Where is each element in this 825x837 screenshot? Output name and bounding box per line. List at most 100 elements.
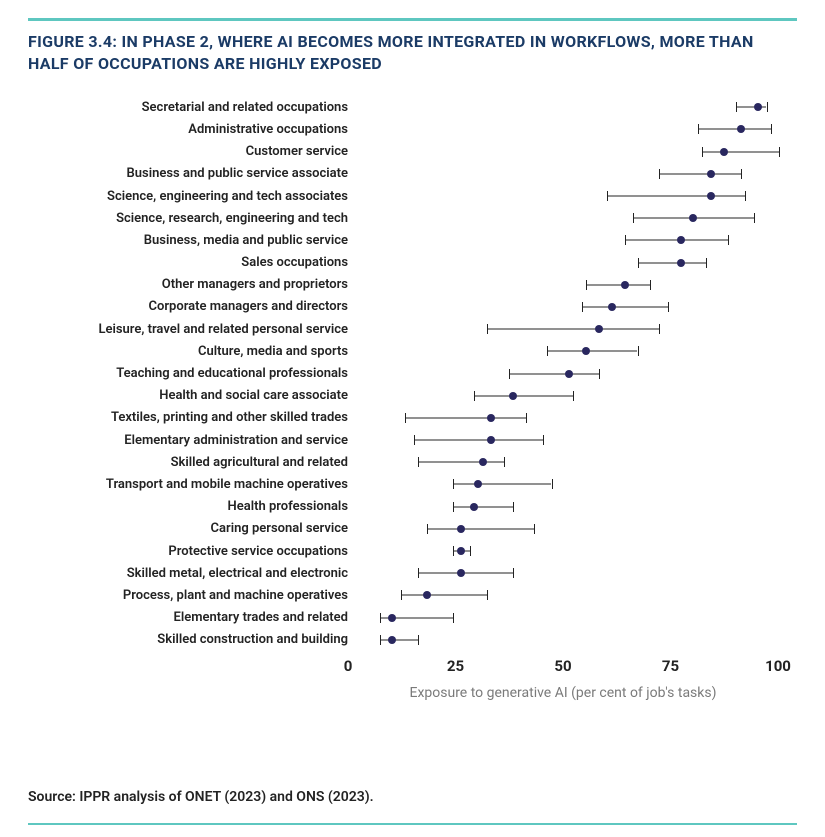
chart-row: Science, research, engineering and tech [28,207,797,229]
errorbar-cap-high [779,147,780,157]
x-axis-tick: 100 [765,657,791,675]
errorbar-line [427,528,535,529]
errorbar-line [474,395,573,396]
row-label: Skilled agricultural and related [28,455,358,470]
errorbar-cap-high [650,280,651,290]
errorbar-cap-low [405,413,406,423]
point-marker [689,214,697,222]
row-plot [358,118,788,140]
row-label: Customer service [28,144,358,159]
point-marker [470,503,478,511]
row-label: Caring personal service [28,521,358,536]
row-label: Administrative occupations [28,122,358,137]
chart-row: Protective service occupations [28,540,797,562]
errorbar-line [582,306,668,307]
errorbar-cap-low [487,324,488,334]
errorbar-line [547,351,637,352]
point-marker [388,636,396,644]
x-axis-tick: 50 [554,657,571,675]
errorbar-cap-high [526,413,527,423]
errorbar-cap-high [668,302,669,312]
errorbar-cap-high [470,546,471,556]
errorbar-cap-high [513,502,514,512]
chart-rows: Secretarial and related occupations Admin… [28,96,797,651]
errorbar-cap-low [547,346,548,356]
chart-row: Business, media and public service [28,229,797,251]
row-plot [358,207,788,229]
row-label: Skilled construction and building [28,632,358,647]
point-marker [457,569,465,577]
row-label: Health professionals [28,499,358,514]
errorbar-cap-high [599,369,600,379]
chart-row: Science, engineering and tech associates [28,185,797,207]
x-axis-title: Exposure to generative AI (per cent of j… [348,685,778,701]
errorbar-cap-low [453,502,454,512]
row-plot [358,318,788,340]
errorbar-line [405,417,525,418]
errorbar-cap-high [767,102,768,112]
bottom-rule [28,823,797,825]
errorbar-cap-high [745,191,746,201]
row-plot [358,252,788,274]
chart-row: Culture, media and sports [28,340,797,362]
x-axis-tick: 75 [662,657,679,675]
row-plot [358,451,788,473]
errorbar-cap-high [741,169,742,179]
errorbar-line [418,573,513,574]
errorbar-line [638,262,707,263]
row-plot [358,429,788,451]
errorbar-cap-low [474,391,475,401]
row-label: Elementary administration and service [28,433,358,448]
figure-title: FIGURE 3.4: IN PHASE 2, WHERE AI BECOMES… [28,31,797,74]
row-plot [358,141,788,163]
row-label: Textiles, printing and other skilled tra… [28,410,358,425]
row-plot [358,385,788,407]
row-plot [358,407,788,429]
row-label: Other managers and proprietors [28,277,358,292]
point-marker [621,281,629,289]
errorbar-cap-high [513,568,514,578]
source-line: Source: IPPR analysis of ONET (2023) and… [28,789,374,805]
chart-row: Administrative occupations [28,118,797,140]
errorbar-line [380,639,419,640]
errorbar-cap-low [414,435,415,445]
errorbar-cap-low [586,280,587,290]
errorbar-cap-high [453,613,454,623]
errorbar-cap-low [633,213,634,223]
errorbar-cap-high [487,590,488,600]
errorbar-cap-low [607,191,608,201]
point-marker [677,236,685,244]
point-marker [707,192,715,200]
chart-row: Secretarial and related occupations [28,96,797,118]
chart-row: Customer service [28,141,797,163]
row-plot [358,584,788,606]
errorbar-cap-low [427,524,428,534]
chart-row: Leisure, travel and related personal ser… [28,318,797,340]
errorbar-line [487,329,659,330]
errorbar-cap-low [625,235,626,245]
chart-row: Corporate managers and directors [28,296,797,318]
row-label: Science, engineering and tech associates [28,189,358,204]
row-plot [358,473,788,495]
row-label: Corporate managers and directors [28,299,358,314]
row-label: Health and social care associate [28,388,358,403]
row-plot [358,340,788,362]
row-plot [358,496,788,518]
errorbar-cap-low [453,546,454,556]
row-plot [358,518,788,540]
errorbar-line [509,373,599,374]
row-plot [358,163,788,185]
row-plot [358,562,788,584]
errorbar-line [586,284,651,285]
x-axis-tick: 0 [344,657,353,675]
errorbar-cap-low [659,169,660,179]
errorbar-line [659,173,741,174]
errorbar-cap-low [698,124,699,134]
point-marker [737,125,745,133]
errorbar-cap-low [401,590,402,600]
point-marker [487,414,495,422]
row-plot [358,96,788,118]
point-marker [479,458,487,466]
row-plot [358,362,788,384]
errorbar-cap-high [534,524,535,534]
